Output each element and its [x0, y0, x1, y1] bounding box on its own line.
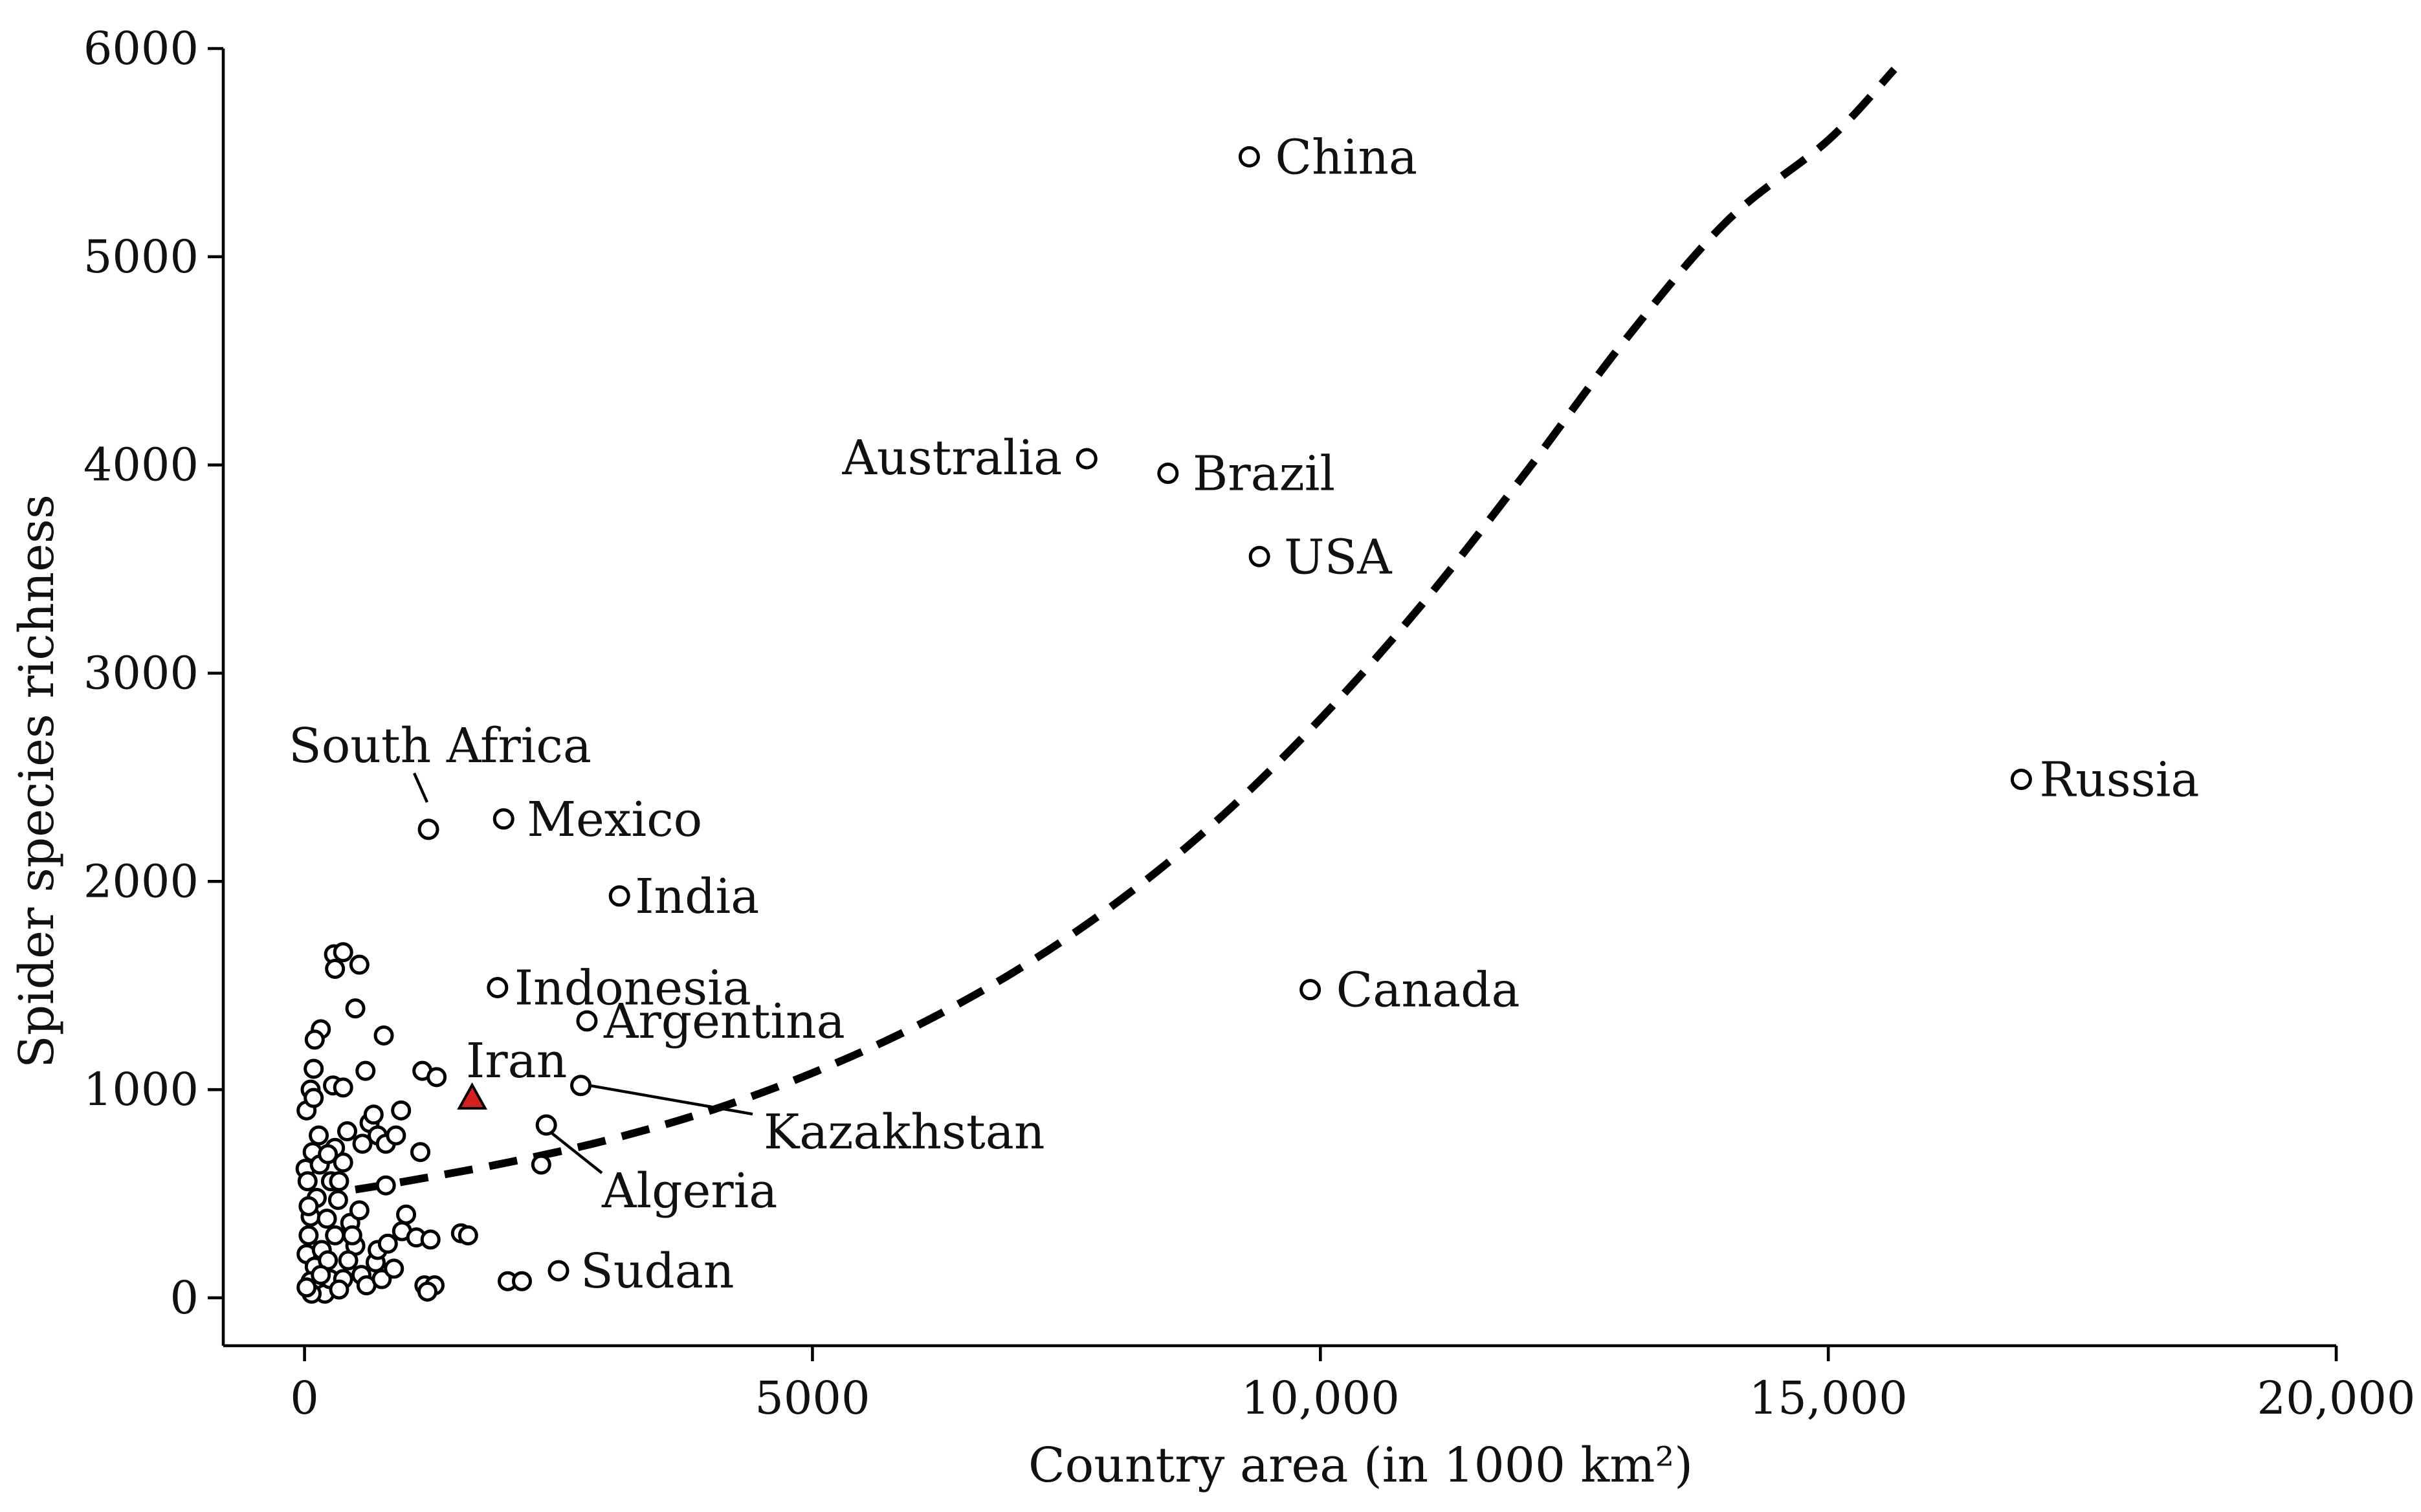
- data-point: [329, 1171, 349, 1192]
- data-point: [333, 942, 353, 963]
- point-label: Brazil: [1193, 446, 1335, 502]
- data-point: [355, 1060, 376, 1081]
- data-point-labeled: [1299, 979, 1321, 1001]
- data-point: [349, 954, 370, 975]
- data-point: [296, 1277, 317, 1298]
- point-label: Kazakhstan: [764, 1104, 1045, 1160]
- data-point: [318, 1144, 338, 1165]
- data-point: [325, 1225, 346, 1245]
- data-point: [297, 1171, 318, 1192]
- data-point: [384, 1258, 404, 1279]
- data-point: [377, 1233, 398, 1254]
- data-point: [396, 1204, 417, 1225]
- data-point: [309, 1125, 329, 1146]
- data-point: [531, 1154, 551, 1175]
- data-point: [342, 1225, 362, 1245]
- data-point-labeled: [570, 1075, 592, 1097]
- point-label: Algeria: [601, 1163, 777, 1219]
- data-point: [386, 1125, 406, 1146]
- labels-layer: China Australia Brazil USA Russia South Afric…: [289, 129, 2199, 1299]
- data-point-labeled: [492, 808, 514, 830]
- data-point-labeled: [547, 1260, 569, 1282]
- point-label: South Africa: [289, 718, 591, 774]
- data-point: [373, 1025, 394, 1046]
- data-point: [338, 1250, 359, 1271]
- y-axis-title: Spider species richness: [9, 494, 65, 1068]
- ticks-layer: 0 5000 10,000 15,000 20,000 0 1000 2000 3000 4000…: [83, 22, 2416, 1425]
- data-point: [345, 998, 366, 1019]
- data-point: [333, 1077, 353, 1098]
- data-point-labeled: [1238, 146, 1260, 168]
- data-point: [410, 1142, 431, 1163]
- data-point: [349, 1200, 370, 1221]
- x-tick-label: 0: [290, 1372, 319, 1425]
- data-point: [316, 1209, 337, 1229]
- data-point-labeled: [535, 1114, 557, 1136]
- y-tick-label: 4000: [83, 439, 199, 492]
- data-point: [511, 1271, 532, 1291]
- data-point: [371, 1269, 392, 1289]
- data-point: [304, 1088, 324, 1108]
- data-point: [311, 1265, 331, 1286]
- x-tick-label: 15,000: [1749, 1372, 1908, 1425]
- y-tick-label: 5000: [83, 230, 199, 283]
- point-label: Iran: [466, 1033, 567, 1089]
- x-tick-label: 20,000: [2257, 1372, 2416, 1425]
- data-point: [333, 1152, 353, 1173]
- point-label: Sudan: [580, 1244, 735, 1299]
- axes-layer: [221, 49, 2336, 1348]
- data-point: [304, 1058, 324, 1079]
- data-point-labeled: [608, 885, 630, 907]
- data-point: [337, 1121, 358, 1142]
- data-point: [363, 1104, 384, 1125]
- data-point: [391, 1100, 412, 1121]
- point-label: Australia: [841, 430, 1062, 486]
- data-point-triangle: [457, 1082, 487, 1110]
- data-point-labeled: [576, 1010, 598, 1032]
- label-leader-line: [579, 1082, 753, 1116]
- x-tick-label: 5000: [755, 1372, 870, 1425]
- point-label: USA: [1284, 529, 1393, 585]
- point-label: Canada: [1336, 963, 1520, 1018]
- data-point-labeled: [1248, 545, 1270, 567]
- fit-layer: [355, 67, 1897, 1194]
- y-tick-label: 0: [170, 1271, 199, 1324]
- data-point-labeled: [2010, 769, 2032, 791]
- data-point: [352, 1134, 373, 1154]
- data-point: [298, 1225, 319, 1245]
- data-point: [304, 1029, 325, 1050]
- data-point: [426, 1067, 447, 1088]
- point-label: Russia: [2039, 752, 2199, 808]
- point-label: India: [635, 869, 759, 925]
- y-tick-label: 2000: [83, 855, 199, 908]
- data-point: [458, 1225, 478, 1245]
- y-tick-label: 1000: [83, 1063, 199, 1116]
- data-point-labeled: [1076, 448, 1098, 470]
- data-point: [298, 1196, 319, 1216]
- point-label: China: [1275, 129, 1417, 185]
- data-point: [375, 1175, 396, 1196]
- data-point: [325, 958, 346, 979]
- points-layer: [295, 146, 2032, 1304]
- label-leader-line: [412, 772, 429, 803]
- data-point-labeled: [487, 976, 509, 998]
- data-point: [329, 1279, 349, 1300]
- point-label: Argentina: [603, 994, 845, 1049]
- x-axis-title: Country area (in 1000 km²): [1028, 1438, 1693, 1493]
- x-tick-label: 10,000: [1241, 1372, 1400, 1425]
- data-point: [327, 1190, 348, 1211]
- fit-curve-dashed: [355, 67, 1897, 1194]
- data-point-labeled: [1157, 463, 1179, 485]
- data-point: [417, 1281, 438, 1302]
- point-label: Indonesia: [514, 960, 751, 1016]
- data-point-labeled: [417, 818, 439, 840]
- y-tick-label: 6000: [83, 22, 199, 75]
- y-tick-label: 3000: [83, 646, 199, 699]
- point-label: Mexico: [527, 792, 702, 848]
- data-point: [420, 1229, 441, 1250]
